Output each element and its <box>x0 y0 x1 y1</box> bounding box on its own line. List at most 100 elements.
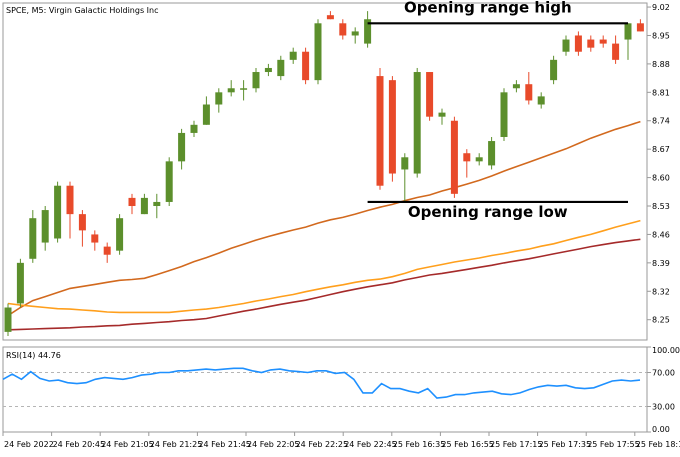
x-tick-label: 25 Feb 16:35 <box>393 440 445 449</box>
candle-body <box>438 112 446 117</box>
candle <box>438 108 446 125</box>
candle <box>587 35 595 52</box>
x-tick-label: 25 Feb 17:35 <box>539 440 591 449</box>
candle-body <box>41 210 49 243</box>
candle <box>326 11 334 20</box>
annotation-label: Opening range high <box>404 0 572 16</box>
x-tick-label: 25 Feb 18:15 <box>636 440 680 449</box>
candle-body <box>252 72 260 89</box>
rsi-y-tick-label: 30.00 <box>652 403 675 412</box>
price-y-tick-label: 8.32 <box>652 287 670 296</box>
x-tick-label: 24 Feb 22:25 <box>296 440 348 449</box>
candle-body <box>128 197 136 207</box>
candle <box>66 181 74 239</box>
candle-body <box>289 51 297 60</box>
candle <box>450 116 458 198</box>
candle <box>178 128 186 170</box>
candle <box>54 181 62 243</box>
x-tick-label: 25 Feb 17:15 <box>490 440 542 449</box>
candle-body <box>215 92 223 105</box>
price-y-tick-label: 8.46 <box>652 230 670 239</box>
candle <box>376 67 384 190</box>
candle-body <box>624 23 632 40</box>
candle-body <box>29 218 37 259</box>
candle <box>562 35 570 56</box>
price-y-tick-label: 8.74 <box>652 117 670 126</box>
candle-body <box>351 31 359 36</box>
candle <box>413 67 421 178</box>
candle-body <box>599 39 607 44</box>
candle <box>537 92 545 109</box>
chart-title: SPCE, M5: Virgin Galactic Holdings Inc <box>6 6 159 15</box>
candle-body <box>326 15 334 20</box>
moving-average-line-3 <box>7 238 641 331</box>
candle <box>190 120 198 137</box>
candle <box>153 193 161 219</box>
candle <box>78 210 86 247</box>
candle-body <box>165 161 173 202</box>
candle <box>488 136 496 170</box>
candle-body <box>66 185 74 215</box>
candle-body <box>153 201 161 207</box>
candle <box>91 230 99 251</box>
candle-body <box>54 185 62 239</box>
candle-body <box>364 19 372 44</box>
candle-body <box>388 80 396 174</box>
price-y-tick-label: 8.39 <box>652 259 670 268</box>
candle <box>16 258 24 308</box>
candle <box>612 35 620 64</box>
x-tick-label: 24 Feb 2022 <box>4 440 54 449</box>
x-tick-label: 24 Feb 21:05 <box>101 440 153 449</box>
candle <box>314 19 322 85</box>
candle <box>29 210 37 263</box>
candle-body <box>612 43 620 60</box>
candle-body <box>240 88 248 90</box>
candle <box>364 11 372 48</box>
rsi-line <box>2 367 641 399</box>
rsi-y-tick-label: 100.00 <box>652 346 680 355</box>
candle <box>128 193 136 215</box>
candle-body <box>116 218 124 251</box>
candle-body <box>463 153 471 162</box>
candle <box>103 242 111 263</box>
candle <box>636 19 644 32</box>
x-tick-label: 24 Feb 22:05 <box>247 440 299 449</box>
candle-body <box>587 39 595 48</box>
candle-body <box>314 23 322 81</box>
candle-body <box>4 307 12 332</box>
candle <box>426 72 434 121</box>
price-y-tick-label: 8.60 <box>652 174 670 183</box>
candle-body <box>302 51 310 81</box>
candle-body <box>475 157 483 162</box>
rsi-panel-frame <box>2 346 648 433</box>
candle <box>277 55 285 81</box>
candle-body <box>339 23 347 36</box>
candle <box>264 63 272 77</box>
candle-body <box>91 234 99 243</box>
candle-body <box>78 214 86 231</box>
candle-body <box>202 104 210 125</box>
candle-body <box>376 76 384 186</box>
x-tick-label: 24 Feb 21:45 <box>198 440 250 449</box>
candle-body <box>512 84 520 89</box>
candle-body <box>277 59 285 77</box>
candle <box>550 55 558 85</box>
moving-average-line-1 <box>7 120 641 317</box>
candle <box>624 23 632 60</box>
candle <box>116 214 124 255</box>
candle <box>463 149 471 178</box>
annotation-label: Opening range low <box>408 203 568 221</box>
candle <box>339 19 347 40</box>
candle <box>215 88 223 113</box>
price-y-tick-label: 8.81 <box>652 88 670 97</box>
candle-body <box>16 262 24 304</box>
x-tick-label: 25 Feb 16:55 <box>441 440 493 449</box>
candle-body <box>574 35 582 52</box>
candle <box>302 47 310 85</box>
candle-body <box>562 39 570 52</box>
candle <box>227 80 235 97</box>
candle-body <box>103 246 111 255</box>
